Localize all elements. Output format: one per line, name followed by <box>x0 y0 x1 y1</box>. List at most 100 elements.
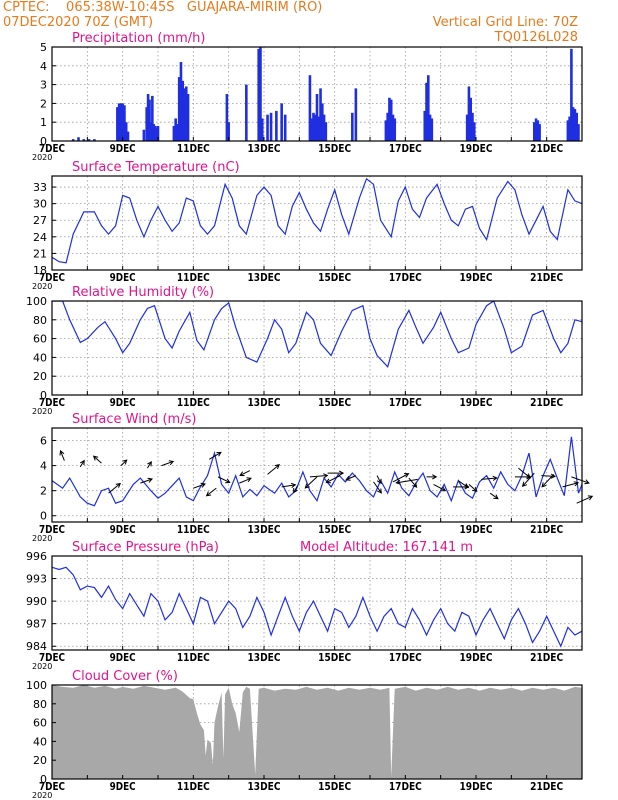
precip-bar <box>536 120 540 141</box>
wind-arrowhead <box>122 459 128 465</box>
wind-arrowhead <box>323 473 329 479</box>
y-tick-label: 3 <box>40 79 47 92</box>
wind-arrowhead <box>205 491 212 497</box>
precip-bar <box>275 110 278 141</box>
x-tick-label: 21DEC <box>530 523 563 536</box>
precip-bar <box>317 116 321 141</box>
wind-arrowhead <box>541 482 547 488</box>
x-tick-label: 9DEC <box>110 142 136 155</box>
plot-frame <box>51 175 583 271</box>
y-tick-label: 5 <box>40 41 47 54</box>
precip-bar <box>260 118 264 141</box>
wind-arrowhead <box>304 483 310 489</box>
wind-arrowhead <box>584 479 590 485</box>
wind-arrow <box>120 459 128 466</box>
y-tick-label: 4 <box>40 460 47 473</box>
precip-bar <box>121 103 124 141</box>
wind-arrow <box>541 474 555 488</box>
x-tick-label: 7DEC <box>39 271 65 284</box>
y-tick-label: 80 <box>33 314 47 327</box>
header-model-id: TQ0126L028 <box>494 30 578 45</box>
panel-title: Surface Temperature (nC) <box>72 160 240 175</box>
wind-arrow <box>489 492 499 500</box>
x-tick-label: 11DEC <box>177 651 210 664</box>
header-grid-info: Vertical Grid Line: 70Z <box>432 15 578 30</box>
precip-bar <box>471 112 474 141</box>
wind-arrow <box>146 461 152 469</box>
precip-bar <box>77 137 80 141</box>
wind-arrowhead <box>79 459 85 466</box>
x-tick-label: 15DEC <box>318 396 351 409</box>
precip-bar <box>322 114 326 141</box>
y-tick-label: 2 <box>40 97 47 110</box>
wind-arrowhead <box>521 481 528 487</box>
wind-arrow <box>522 472 535 487</box>
precip-bar <box>117 103 121 141</box>
wind-arrowhead <box>325 478 331 484</box>
precip-bar <box>245 84 248 141</box>
wind-arrow <box>79 460 85 468</box>
wind-arrowhead <box>147 461 152 467</box>
wind-arrowhead <box>550 473 557 479</box>
wind-arrow <box>309 475 328 478</box>
y-tick-label: 987 <box>26 618 47 631</box>
precip-bar <box>533 122 536 141</box>
x-tick-label: 9DEC <box>110 780 136 793</box>
x-tick-label: 13DEC <box>248 523 281 536</box>
wind-arrow <box>481 477 497 480</box>
header-station: CPTEC: 065:38W-10:45S GUAJARA-MIRIM (RO) <box>3 0 323 15</box>
x-tick-label: 13DEC <box>248 396 281 409</box>
x-tick-label: 19DEC <box>460 523 493 536</box>
x-year-label: 2020 <box>32 407 52 416</box>
precip-bar <box>388 97 391 141</box>
precip-bar <box>465 114 469 141</box>
wind-arrowhead <box>345 475 351 481</box>
wind-arrowhead <box>200 482 206 488</box>
x-tick-label: 13DEC <box>248 651 281 664</box>
x-year-label: 2020 <box>32 282 52 291</box>
y-tick-label: 60 <box>33 333 47 346</box>
wind-arrow <box>408 477 418 488</box>
wind-arrow <box>60 450 65 461</box>
wind-arrowhead <box>472 486 478 492</box>
precip-bar <box>146 94 150 141</box>
wind-arrow <box>281 484 296 488</box>
x-tick-label: 9DEC <box>110 523 136 536</box>
precip-bar <box>469 97 472 141</box>
x-tick-label: 7DEC <box>39 780 65 793</box>
precip-bar <box>467 86 471 141</box>
plot-frame <box>51 46 583 142</box>
precip-bar <box>148 99 151 141</box>
x-tick-label: 17DEC <box>389 142 422 155</box>
x-tick-label: 15DEC <box>318 523 351 536</box>
wind-arrow <box>108 483 121 494</box>
wind-arrow <box>345 475 357 481</box>
precip-bar <box>319 88 322 141</box>
wind-arrow <box>304 476 318 489</box>
precip-bar <box>283 114 287 141</box>
x-tick-label: 13DEC <box>248 142 281 155</box>
precip-bar <box>430 118 434 141</box>
panel-title: Cloud Cover (%) <box>72 669 178 684</box>
x-tick-label: 7DEC <box>39 396 65 409</box>
x-tick-label: 13DEC <box>248 271 281 284</box>
x-tick-label: 17DEC <box>389 523 422 536</box>
x-tick-label: 19DEC <box>460 651 493 664</box>
x-tick-label: 19DEC <box>460 396 493 409</box>
precip-bar <box>93 139 96 141</box>
wind-arrow <box>193 483 206 489</box>
wind-arrowhead <box>274 464 281 470</box>
precip-bar <box>324 122 328 141</box>
precip-bar <box>152 124 156 141</box>
wind-arrowhead <box>395 479 401 485</box>
y-tick-label: 0 <box>40 510 47 523</box>
wind-arrow <box>396 478 418 484</box>
precip-bar <box>577 124 580 141</box>
y-tick-label: 24 <box>33 231 47 244</box>
rh-line <box>52 301 582 368</box>
precip-bar <box>310 118 313 141</box>
x-tick-label: 17DEC <box>389 271 422 284</box>
precip-bar <box>538 124 541 141</box>
wind-arrowhead <box>493 494 499 500</box>
